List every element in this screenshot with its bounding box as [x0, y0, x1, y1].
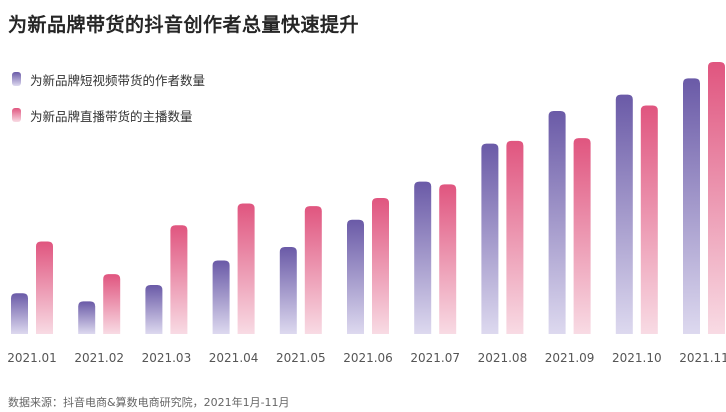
bar-series2-2021.05 — [304, 206, 322, 334]
bar-series1-2021.03 — [145, 285, 163, 334]
bar-series2-2021.07 — [439, 184, 457, 334]
bar-series1-2021.04 — [212, 260, 230, 334]
x-tick-label: 2021.03 — [142, 351, 192, 365]
bar-series2-2021.08 — [506, 140, 524, 334]
bar-series1-2021.07 — [414, 181, 432, 334]
x-tick-label: 2021.11 — [679, 351, 726, 365]
bar-series1-2021.05 — [279, 246, 297, 334]
bar-series2-2021.10 — [640, 105, 658, 335]
bar-series1-2021.01 — [11, 293, 28, 334]
source-note: 数据来源：抖音电商&算数电商研究院，2021年1月-11月 — [8, 396, 290, 409]
x-tick-label: 2021.02 — [74, 351, 124, 365]
bar-series2-2021.04 — [237, 203, 255, 334]
legend-swatch-series-1 — [12, 72, 21, 86]
bar-series1-2021.06 — [347, 219, 364, 334]
x-axis-ticks: 2021.01 2021.02 2021.03 2021.04 2021.05 2021.… — [7, 351, 726, 365]
bar-series1-2021.09 — [548, 110, 566, 335]
bar-series2-2021.11 — [708, 62, 725, 334]
legend-label-series-2: 为新品牌直播带货的主播数量 — [30, 108, 193, 124]
x-tick-label: 2021.08 — [478, 351, 528, 365]
x-tick-label: 2021.04 — [209, 351, 259, 365]
legend-label-series-1: 为新品牌短视频带货的作者数量 — [30, 72, 206, 88]
bar-series2-2021.09 — [573, 138, 591, 334]
bar-series1-2021.11 — [683, 78, 700, 334]
x-tick-label: 2021.09 — [545, 351, 595, 365]
bar-series2-2021.02 — [103, 274, 121, 334]
bars-layer — [11, 62, 725, 335]
legend: 为新品牌短视频带货的作者数量 为新品牌直播带货的主播数量 — [12, 70, 205, 142]
bar-series1-2021.02 — [78, 301, 96, 334]
x-tick-label: 2021.06 — [343, 351, 393, 365]
x-tick-label: 2021.01 — [7, 351, 57, 365]
bar-series2-2021.03 — [170, 225, 188, 334]
x-tick-label: 2021.07 — [410, 351, 460, 365]
chart-title: 为新品牌带货的抖音创作者总量快速提升 — [8, 14, 360, 36]
bar-series2-2021.06 — [372, 198, 389, 334]
legend-swatch-series-2 — [12, 108, 21, 122]
bar-series1-2021.08 — [481, 143, 499, 334]
legend-item-series-2: 为新品牌直播带货的主播数量 — [12, 106, 205, 124]
legend-item-series-1: 为新品牌短视频带货的作者数量 — [12, 70, 205, 88]
x-tick-label: 2021.05 — [276, 351, 326, 365]
bar-series1-2021.10 — [615, 94, 633, 334]
bar-series2-2021.01 — [36, 241, 53, 334]
x-tick-label: 2021.10 — [612, 351, 662, 365]
